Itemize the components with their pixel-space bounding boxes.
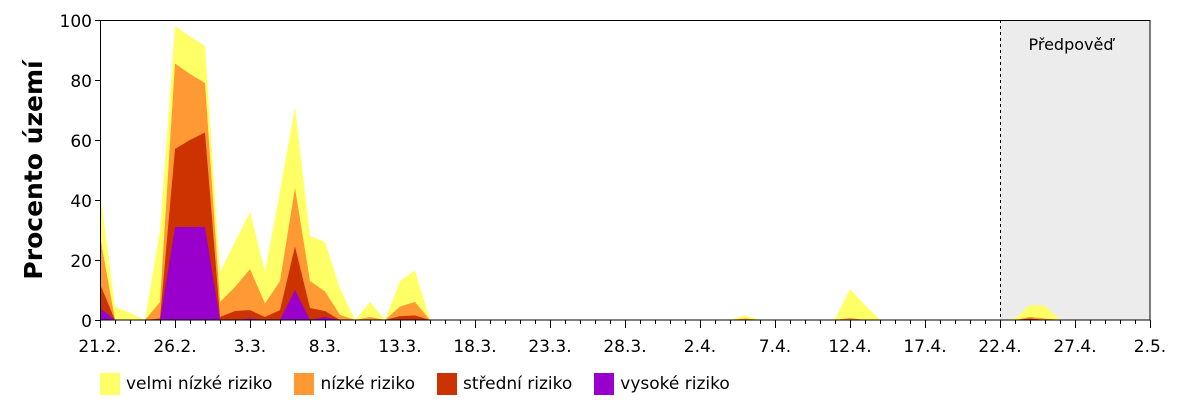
legend-swatch (294, 373, 315, 395)
area-vysoké-riziko (100, 227, 1150, 320)
x-tick-label: 23.3. (528, 337, 571, 357)
legend-swatch (594, 373, 615, 395)
y-axis: 0 20 40 60 80 100 (60, 12, 100, 332)
legend-label: velmi nízké riziko (126, 374, 273, 394)
y-tick-label: 60 (70, 132, 92, 152)
legend-item: nízké riziko (294, 373, 415, 395)
forecast-label: Předpověď (1028, 35, 1115, 54)
x-tick-label: 22.4. (978, 337, 1021, 357)
x-tick-label: 2.4. (684, 337, 716, 357)
legend-item: velmi nízké riziko (100, 373, 272, 395)
legend-label: vysoké riziko (620, 374, 730, 394)
area-series-group (100, 26, 1150, 320)
y-tick-label: 40 (70, 192, 92, 212)
x-tick-label: 18.3. (453, 337, 496, 357)
y-tick-label: 100 (60, 12, 92, 32)
legend-item: vysoké riziko (594, 373, 730, 395)
x-axis: 21.2. 26.2. 3.3. 8.3. 13.3. 18.3. 23.3. 28.3. 2.… (78, 320, 1166, 357)
legend-label: střední riziko (462, 374, 573, 394)
x-tick-label: 8.3. (309, 337, 341, 357)
y-tick-label: 20 (70, 252, 92, 272)
x-tick-label: 17.4. (903, 337, 946, 357)
x-tick-label: 21.2. (78, 337, 121, 357)
x-tick-label: 27.4. (1053, 337, 1096, 357)
legend-item: střední riziko (436, 373, 573, 395)
x-tick-label: 13.3. (378, 337, 421, 357)
legend-label: nízké riziko (320, 374, 415, 394)
x-tick-label: 12.4. (828, 337, 871, 357)
y-tick-label: 0 (81, 312, 92, 332)
x-tick-label: 28.3. (603, 337, 646, 357)
y-axis-label: Procento území (19, 59, 48, 280)
forecast-region (1000, 20, 1150, 320)
x-tick-label: 2.5. (1134, 337, 1166, 357)
x-tick-label: 3.3. (234, 337, 266, 357)
legend: velmi nízké riziko nízké riziko střední ri… (100, 372, 752, 396)
y-tick-label: 80 (70, 72, 92, 92)
legend-swatch (436, 373, 457, 395)
x-tick-label: 7.4. (759, 337, 791, 357)
area-velmi-nízké-riziko (100, 26, 1150, 320)
legend-swatch (100, 373, 120, 395)
x-tick-label: 26.2. (153, 337, 196, 357)
